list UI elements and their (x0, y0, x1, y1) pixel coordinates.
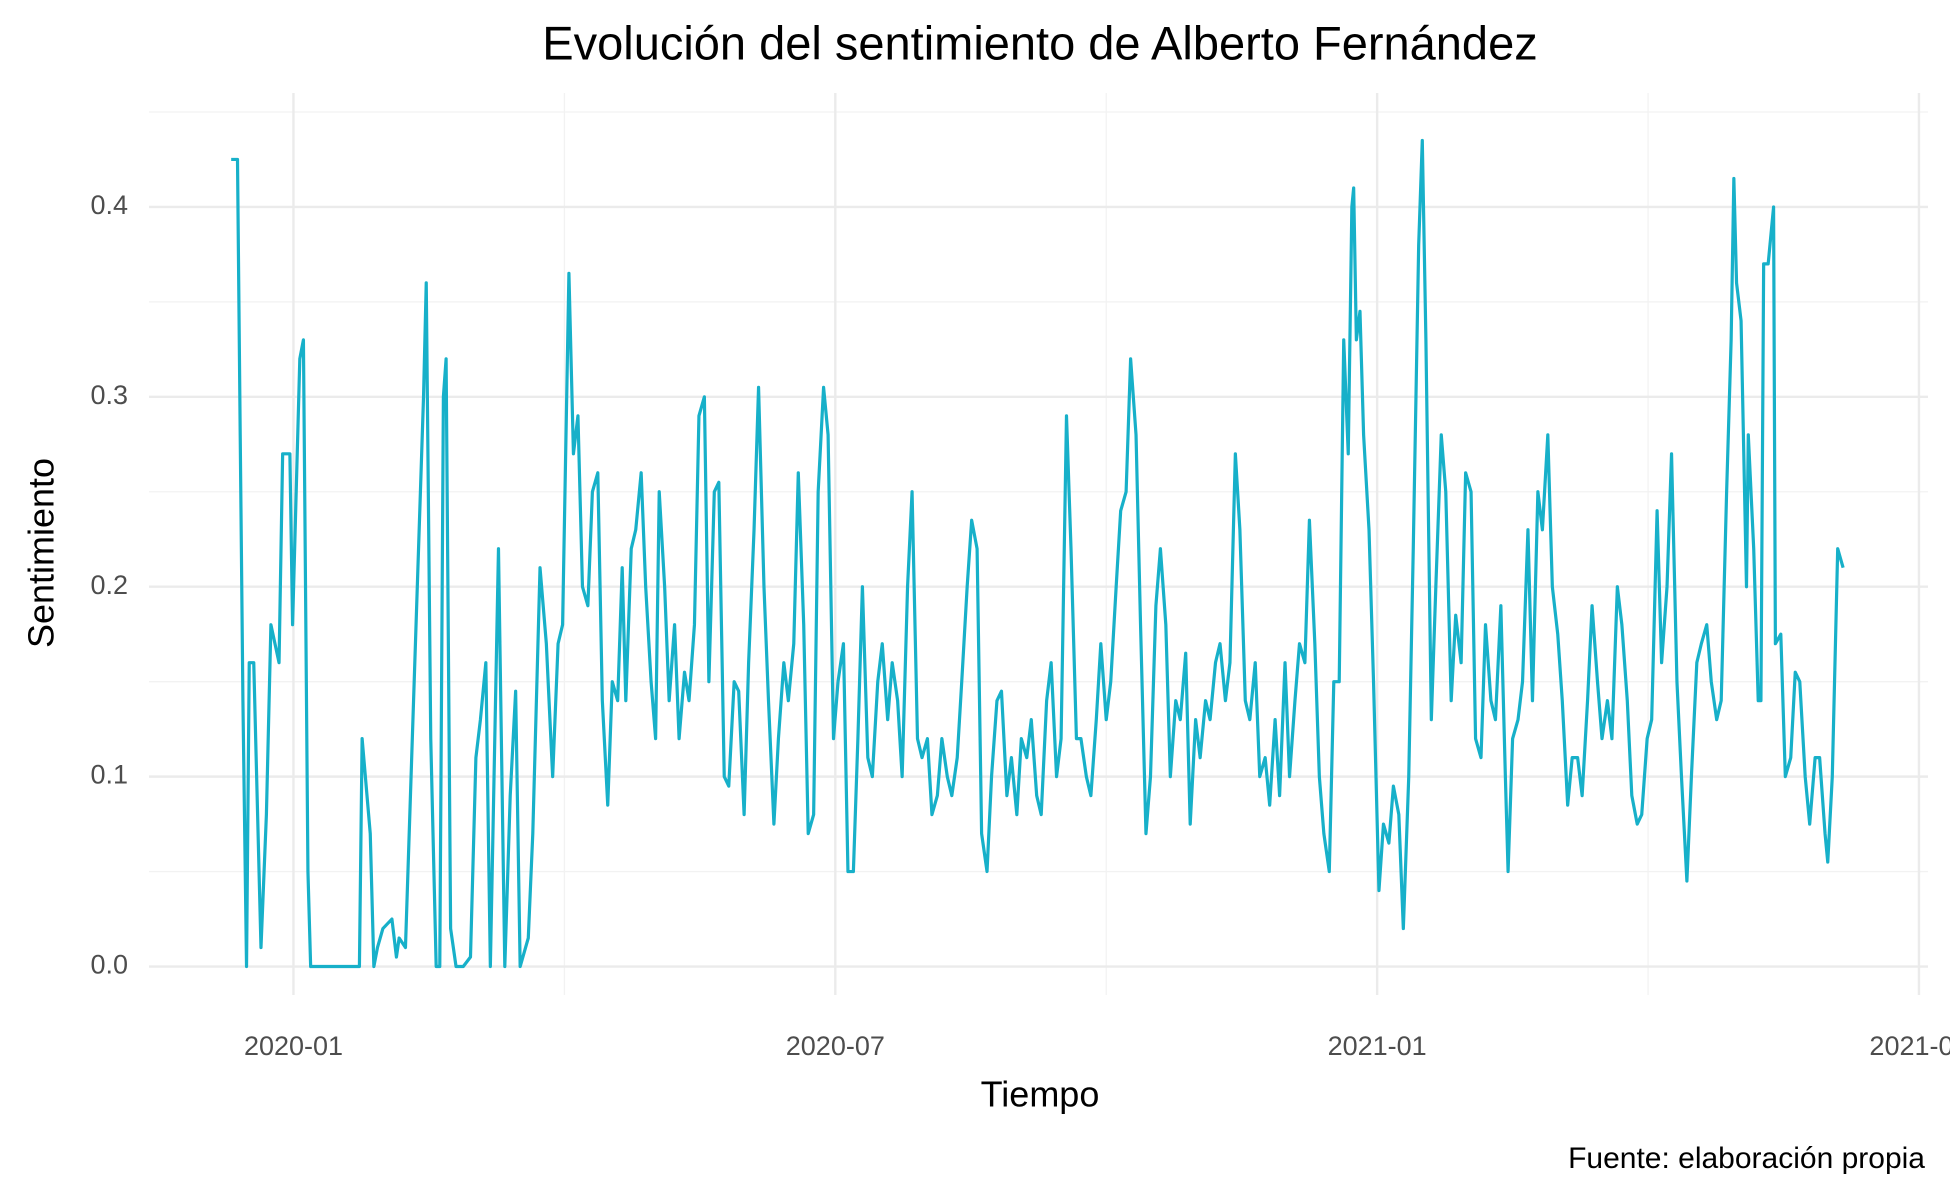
series-line (231, 138, 1845, 969)
x-tick-label: 2021-07 (1869, 1031, 1950, 1061)
y-axis-title: Sentimiento (21, 458, 62, 648)
y-tick-label: 0.4 (90, 190, 128, 220)
x-tick-label: 2021-01 (1328, 1031, 1427, 1061)
y-tick-label: 0.1 (90, 760, 128, 790)
y-tick-label: 0.3 (90, 380, 128, 410)
x-axis-title: Tiempo (981, 1074, 1100, 1115)
grid (149, 93, 1928, 995)
plot-area (231, 138, 1845, 969)
x-tick-label: 2020-01 (244, 1031, 343, 1061)
caption: Fuente: elaboración propia (1568, 1142, 1925, 1175)
y-tick-label: 0.2 (90, 570, 128, 600)
chart-title: Evolución del sentimiento de Alberto Fer… (542, 16, 1537, 69)
x-tick-label: 2020-07 (786, 1031, 885, 1061)
y-tick-label: 0.0 (90, 950, 128, 980)
